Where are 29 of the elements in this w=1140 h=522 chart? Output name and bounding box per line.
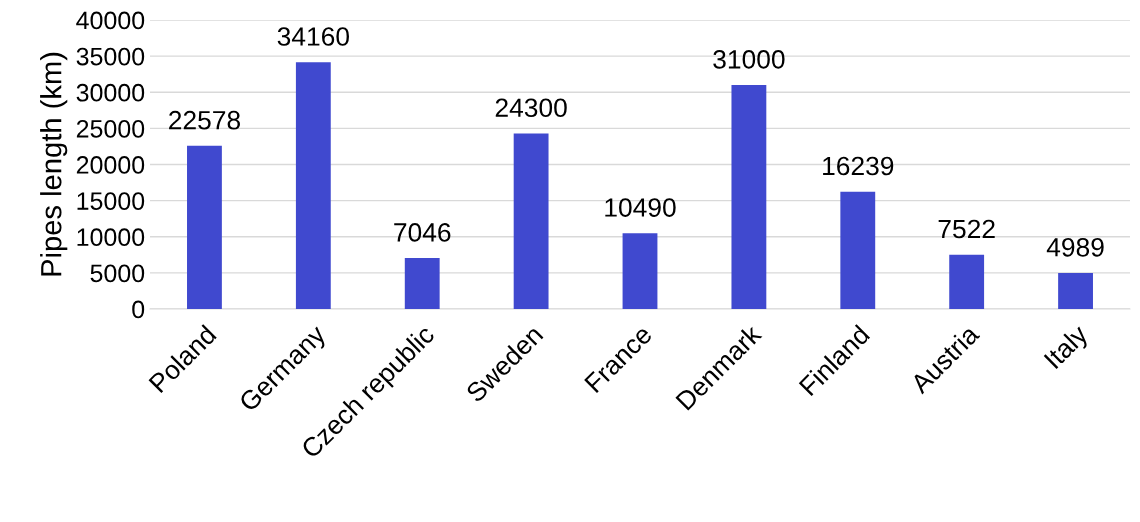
y-tick-label: 35000 [76,47,145,66]
bar [513,133,549,309]
bar [949,254,985,309]
bar [622,233,658,309]
y-tick-label: 10000 [77,228,145,247]
bar [404,258,440,309]
data-label: 10490 [605,198,676,217]
y-tick-label: 5000 [90,264,145,283]
bar [295,62,331,309]
bar [187,145,222,309]
data-label: 24300 [495,98,567,118]
y-tick-label: 40000 [76,11,145,30]
bar [840,191,876,309]
y-tick-label: 15000 [77,192,145,210]
y-tick-label: 0 [132,300,145,319]
y-tick-label: 25000 [76,119,145,138]
data-label: 31000 [713,50,785,69]
data-label: 22578 [169,110,240,130]
data-label: 16239 [823,156,894,176]
bar [1058,272,1093,309]
data-label: 4989 [1046,237,1104,257]
data-label: 7522 [938,219,995,239]
bar [731,85,767,309]
data-label: 34160 [277,27,349,46]
data-label: 7046 [394,223,451,242]
y-axis-title: Pipes length (km) [40,52,68,276]
y-tick-label: 30000 [76,83,145,102]
x-tick-label: Italy [1043,322,1093,373]
y-tick-label: 20000 [76,156,145,174]
